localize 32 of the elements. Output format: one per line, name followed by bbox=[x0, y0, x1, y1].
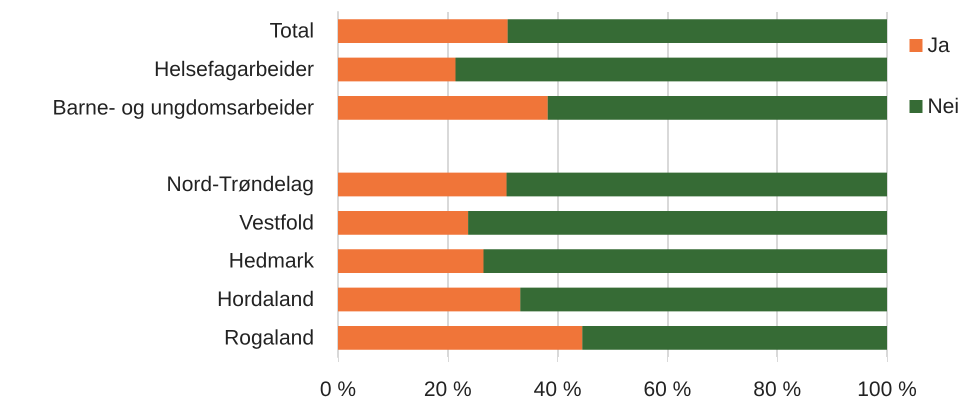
y-tick-label: Hordaland bbox=[217, 288, 314, 311]
bar bbox=[338, 326, 582, 350]
y-tick-label: Helsefagarbeider bbox=[154, 58, 314, 81]
legend-label: Ja bbox=[927, 34, 950, 57]
y-tick-label: Barne- og ungdomsarbeider bbox=[52, 96, 314, 120]
bar bbox=[338, 96, 548, 120]
y-tick-label: Vestfold bbox=[239, 211, 314, 234]
bar bbox=[338, 210, 468, 235]
bar bbox=[520, 288, 887, 312]
x-tick-label: 0 % bbox=[320, 378, 356, 401]
y-tick-label: Rogaland bbox=[224, 326, 314, 350]
bar bbox=[508, 19, 887, 44]
bar bbox=[338, 172, 507, 196]
y-tick-label: Nord-Trøndelag bbox=[166, 173, 314, 196]
legend-label: Nei bbox=[927, 95, 960, 118]
bar bbox=[338, 58, 456, 82]
y-tick-label: Total bbox=[270, 20, 314, 43]
x-tick-label: 100 % bbox=[857, 378, 917, 401]
x-tick-label: 20 % bbox=[424, 378, 472, 401]
bar bbox=[582, 326, 887, 350]
bar bbox=[548, 96, 887, 120]
x-tick-label: 60 % bbox=[643, 378, 692, 401]
bar bbox=[455, 58, 887, 82]
bar bbox=[338, 249, 484, 274]
bar bbox=[338, 288, 520, 312]
bar bbox=[468, 210, 887, 235]
x-tick-label: 40 % bbox=[534, 378, 582, 401]
bar bbox=[506, 172, 887, 196]
y-tick-label: Hedmark bbox=[228, 250, 314, 273]
x-tick-label: 80 % bbox=[753, 378, 802, 401]
bar bbox=[338, 19, 508, 44]
bar bbox=[483, 249, 887, 274]
